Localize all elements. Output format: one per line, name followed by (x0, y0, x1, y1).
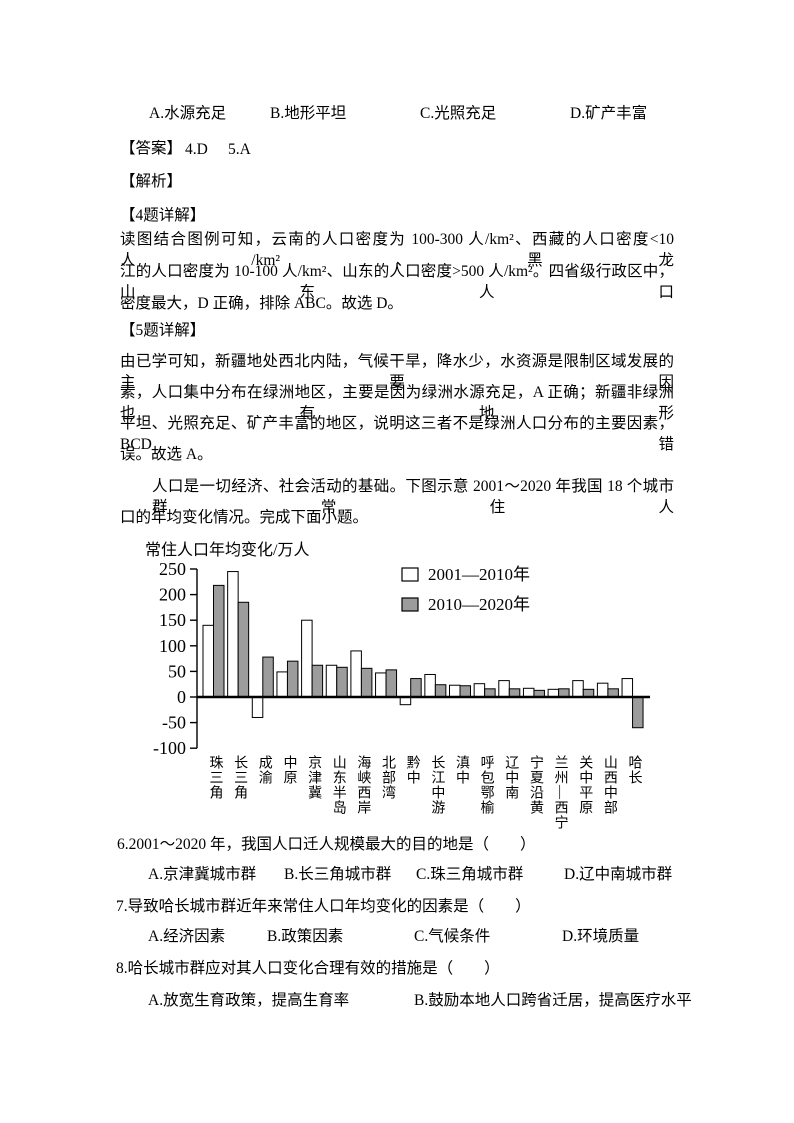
category-label: 北部湾 (380, 755, 396, 800)
svg-text:50: 50 (168, 661, 186, 681)
category-label: 长江中游 (429, 755, 445, 815)
question-7-text: 7.导致哈长城市群近年来常住人口年均变化的因素是（ ） (116, 898, 531, 915)
q5-option-b: B.地形平坦 (270, 105, 347, 122)
answer-q4: 4.D (185, 141, 208, 158)
q7-option-b: B.政策因素 (267, 928, 344, 945)
category-label: 滇中 (454, 755, 469, 785)
category-label: 珠三角 (207, 755, 223, 800)
intro-line: 人口是一切经济、社会活动的基础。下图示意 2001～2020 年我国 18 个城… (152, 478, 674, 516)
category-label: 山东半岛 (330, 755, 346, 815)
para5-line: 素，人口集中分布在绿洲地区，主要是因为绿洲水源充足，A 正确；新疆非绿洲也有地形 (120, 384, 674, 422)
q6-option-d: D.辽中南城市群 (564, 866, 673, 883)
q5-option-a: A.水源充足 (149, 105, 227, 122)
question-6-text: 6.2001～2020 年，我国人口迁人规模最大的目的地是（ ） (117, 836, 536, 853)
category-label: 长三角 (232, 755, 248, 800)
svg-text:-100: -100 (153, 738, 186, 758)
category-label: 山西中部 (601, 755, 617, 815)
answer-label: 【答案】 (120, 140, 183, 157)
q5-option-c: C.光照充足 (420, 105, 497, 122)
svg-text:0: 0 (177, 687, 186, 707)
q5-option-d: D.矿产丰富 (570, 105, 648, 122)
svg-text:2001—2010年: 2001—2010年 (428, 565, 530, 584)
population-change-bar-chart: 常住人口年均变化/万人 250 200 150 100 50 0 -50 -100 2001—2… (120, 535, 720, 855)
category-label: 关中平原 (577, 755, 593, 815)
q7-option-a: A.经济因素 (148, 928, 226, 945)
para4-line: 江的人口密度为 10-100 人/km²、山东的人口密度>500 人/km²。四… (120, 263, 674, 301)
question-8-text: 8.哈长城市群应对其人口变化合理有效的措施是（ ） (116, 960, 500, 977)
category-label: 成渝 (256, 755, 272, 785)
q7-option-c: C.气候条件 (414, 928, 491, 945)
category-label: 黔中 (404, 755, 420, 785)
category-label: 中原 (281, 755, 297, 785)
category-label: 哈长 (626, 755, 642, 785)
q8-option-b: B.鼓励本地人口跨省迁居，提高医疗水平 (414, 992, 692, 1009)
svg-text:100: 100 (159, 636, 186, 656)
para5-line: 误。故选 A。 (120, 446, 213, 463)
svg-text:150: 150 (159, 610, 186, 630)
q7-option-d: D.环境质量 (562, 928, 640, 945)
svg-text:2010—2020年: 2010—2020年 (428, 595, 530, 614)
category-label: 辽中南 (503, 755, 519, 800)
detail5-heading: 【5题详解】 (120, 322, 206, 339)
category-label: 京津冀 (306, 755, 322, 800)
svg-text:200: 200 (159, 585, 186, 605)
q6-option-a: A.京津冀城市群 (148, 866, 257, 883)
answer-q5: 5.A (228, 141, 251, 158)
q6-option-c: C.珠三角城市群 (416, 866, 524, 883)
para5-line: 由已学可知，新疆地处西北内陆，气候干旱，降水少，水资源是限制区域发展的主要因 (120, 353, 674, 391)
q8-option-a: A.放宽生育政策，提高生育率 (148, 992, 350, 1009)
analysis-label: 【解析】 (120, 173, 183, 190)
svg-text:250: 250 (159, 559, 186, 579)
para5-line: 平坦、光照充足、矿产丰富的地区，说明这三者不是绿洲人口分布的主要因素，BCD 错 (120, 415, 674, 453)
svg-text:-50: -50 (162, 713, 186, 733)
q6-option-b: B.长三角城市群 (284, 866, 392, 883)
para4-line: 读图结合图例可知，云南的人口密度为 100-300 人/km²、西藏的人口密度<… (120, 231, 674, 269)
category-label: 宁夏沿黄 (527, 755, 543, 815)
intro-line: 口的年均变化情况。完成下面小题。 (120, 509, 369, 526)
para4-line: 密度最大，D 正确，排除 ABC。故选 D。 (120, 295, 403, 312)
category-label: 兰州—西宁 (552, 755, 568, 830)
detail4-heading: 【4题详解】 (120, 207, 206, 224)
category-label: 海峡西岸 (355, 755, 371, 815)
chart-plot-area: 250 200 150 100 50 0 -50 -100 2001—2010年 2010—202… (153, 559, 650, 758)
category-label: 呼包鄂榆 (478, 755, 494, 815)
chart-title: 常住人口年均变化/万人 (145, 542, 310, 559)
